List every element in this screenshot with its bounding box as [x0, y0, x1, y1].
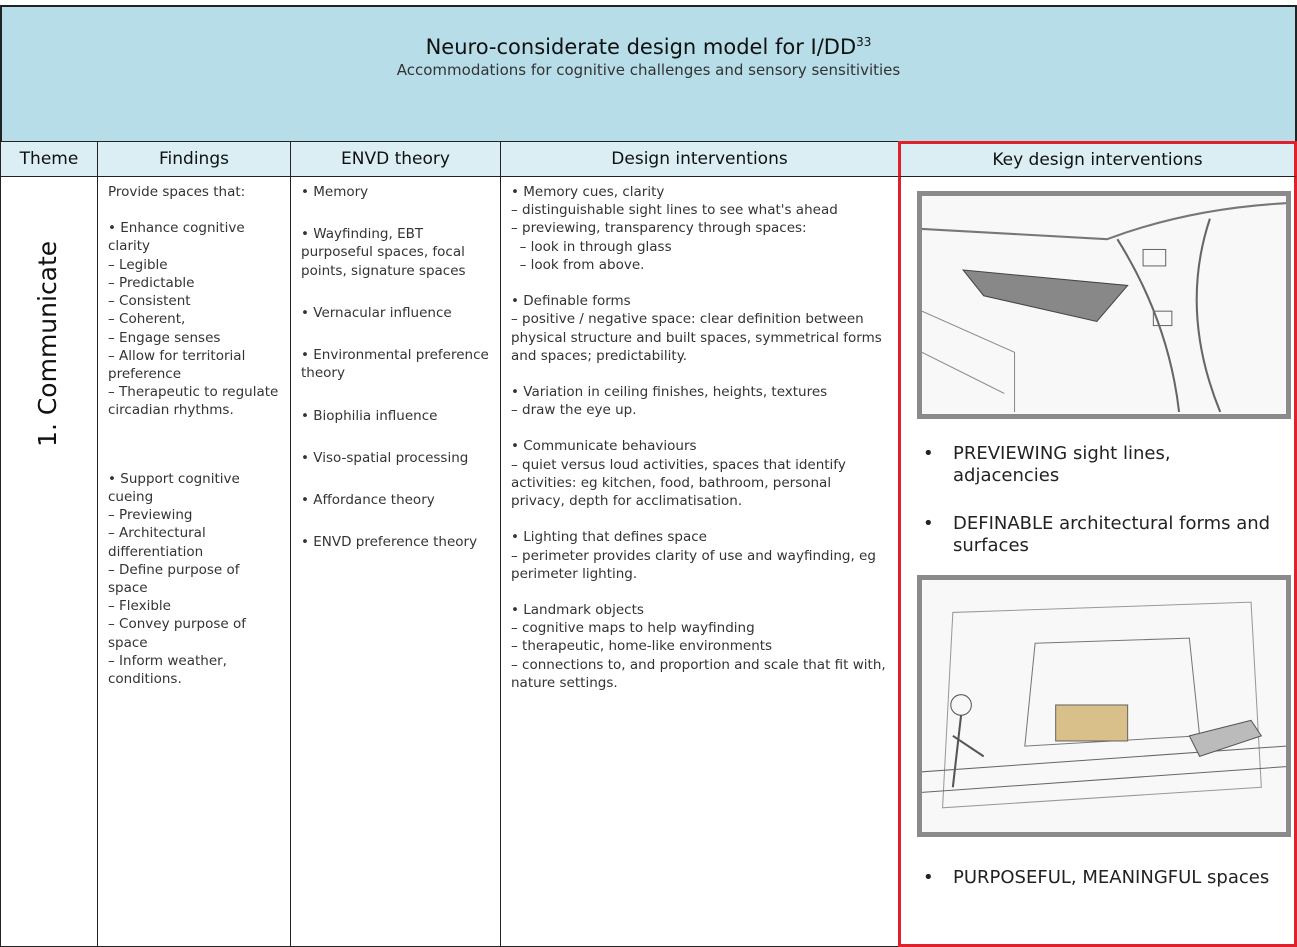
text-line: – look from above.	[511, 256, 645, 273]
theory-item: • ENVD preference theory	[301, 534, 478, 551]
text-group: • Enhance cognitive clarity – Legible – Pr…	[108, 219, 280, 419]
theory-item: • Biophilia influence	[301, 407, 438, 424]
text-group: • Lighting that defines space – perimeter…	[511, 528, 888, 583]
text-line: – Legible	[108, 256, 168, 273]
text-line: – Allow for territorial preference	[108, 347, 250, 382]
text-group: Provide spaces that:	[108, 183, 280, 201]
text-line: – Inform weather, conditions.	[108, 652, 232, 688]
text-line: • Variation in ceiling finishes, heights…	[511, 383, 828, 400]
text-line: – Therapeutic to regulate circadian rhyt…	[108, 384, 283, 419]
design-cell: • Memory cues, clarity – distinguishable …	[500, 177, 899, 947]
column-header: Theme	[0, 141, 98, 177]
text-group: • Memory cues, clarity – distinguishable …	[511, 183, 888, 274]
text-line: • Landmark objects	[511, 601, 644, 618]
text-line: – Flexible	[108, 598, 171, 615]
text-group: • Definable forms – positive / negative s…	[511, 292, 888, 365]
text-line: – Engage senses	[108, 329, 221, 346]
text-line: – connections to, and proportion and sca…	[511, 656, 890, 691]
text-line: • Enhance cognitive clarity	[108, 220, 249, 255]
envd-cell: • Memory • Wayfinding, EBT purposeful spa…	[290, 177, 501, 947]
theory-item: • Wayfinding, EBT purposeful spaces, foc…	[301, 226, 466, 279]
text-line: – look in through glass	[511, 238, 672, 255]
header: Neuro-considerate design model for I/DD3…	[0, 5, 1297, 141]
text-line: – previewing, transparency through space…	[511, 220, 807, 237]
subtitle: Accommodations for cognitive challenges …	[396, 61, 901, 79]
title-superscript: 33	[856, 35, 872, 49]
theory-item: • Vernacular influence	[301, 304, 452, 321]
text-line: – Coherent,	[108, 311, 186, 328]
text-line: – Consistent	[108, 293, 191, 310]
findings-cell: Provide spaces that: • Enhance cognitive …	[97, 177, 291, 947]
text-line: – Predictable	[108, 274, 195, 291]
text-line: – Define purpose of space	[108, 561, 244, 596]
text-line: • Lighting that defines space	[511, 529, 707, 546]
title-text: Neuro-considerate design model for I/DD	[425, 35, 857, 59]
ceiling-sketch	[917, 191, 1291, 419]
text-group: • Variation in ceiling finishes, heights…	[511, 383, 888, 419]
column-header: Key design interventions	[898, 141, 1297, 177]
text-line: • Support cognitive cueing	[108, 470, 245, 505]
key-bullet: PREVIEWING sight lines, adjacencies	[923, 443, 1273, 486]
theme-cell: 1. Communicate	[0, 177, 98, 947]
title: Neuro-considerate design model for I/DD3…	[2, 35, 1295, 59]
text-group: • Support cognitive cueing – Previewing – …	[108, 470, 280, 689]
text-line: • Memory cues, clarity	[511, 184, 665, 200]
text-line: – positive / negative space: clear defin…	[511, 311, 887, 364]
text-line: – therapeutic, home-like environments	[511, 638, 773, 655]
theory-item: • Viso-spatial processing	[301, 449, 469, 466]
text-group: • Landmark objects – cognitive maps to he…	[511, 601, 888, 692]
text-line: • Communicate behaviours	[511, 438, 697, 455]
column-header: ENVD theory	[290, 141, 501, 177]
room-sketch	[917, 575, 1291, 837]
column-header: Findings	[97, 141, 291, 177]
key-cell: PREVIEWING sight lines, adjacencies DEFIN…	[898, 177, 1297, 947]
text-group: • Communicate behaviours – quiet versus l…	[511, 437, 888, 510]
text-line: Provide spaces that:	[108, 184, 246, 200]
key-bullet: DEFINABLE architectural forms and surfac…	[923, 513, 1273, 556]
text-line: – Architectural differentiation	[108, 525, 211, 560]
theory-item: • Environmental preference theory	[301, 347, 489, 382]
text-line: – perimeter provides clarity of use and …	[511, 547, 881, 582]
text-line: – draw the eye up.	[511, 402, 637, 419]
key-bullet: PURPOSEFUL, MEANINGFUL spaces	[923, 867, 1273, 889]
theme: 1. Communicate	[33, 240, 63, 447]
text-line: – quiet versus loud activities, spaces t…	[511, 456, 851, 510]
text-line: – Previewing	[108, 507, 193, 524]
theory-item: • Memory	[301, 184, 369, 200]
text-line: – Convey purpose of space	[108, 616, 251, 651]
text-line: • Definable forms	[511, 293, 631, 310]
column-header: Design interventions	[500, 141, 899, 177]
text-line: – cognitive maps to help wayfinding	[511, 620, 755, 637]
text-line: – distinguishable sight lines to see wha…	[511, 202, 838, 219]
theory-item: • Affordance theory	[301, 491, 435, 508]
